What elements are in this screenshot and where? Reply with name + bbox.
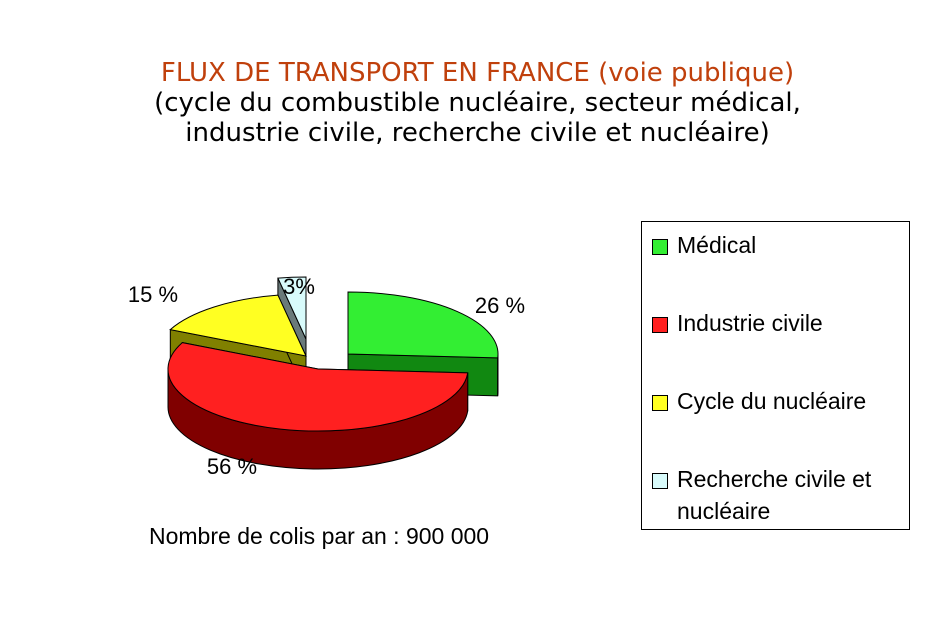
legend-swatch-recherche: [652, 473, 668, 489]
legend-swatch-cycle-nucleaire: [652, 395, 668, 411]
legend-swatch-industrie-civile: [652, 317, 668, 333]
legend-label-cycle-nucleaire: Cycle du nucléaire: [677, 388, 867, 414]
data-label-cycle-nucleaire: 15 %: [128, 282, 178, 307]
chart-legend: Médical Industrie civile Cycle du nucléa…: [641, 221, 910, 530]
chart-subtitle-line-1: (cycle du combustible nucléaire, secteur…: [154, 88, 801, 118]
pie-slice-top: [167, 342, 469, 432]
pie-slice-top: [277, 276, 307, 340]
legend-label-recherche-line-1: Recherche civile et: [677, 466, 872, 492]
pie-slice-top: [347, 291, 499, 359]
legend-label-medical: Médical: [677, 232, 757, 258]
legend-label-recherche: Recherche civile et nucléaire: [677, 463, 912, 527]
legend-label-recherche-line-2: nucléaire: [677, 498, 771, 524]
data-label-medical: 26 %: [475, 293, 525, 318]
pie-slice-top: [169, 294, 307, 357]
chart-title-block: FLUX DE TRANSPORT EN FRANCE (voie publiq…: [0, 58, 929, 148]
legend-swatch-medical: [652, 239, 668, 255]
pie-chart: 26 % 56 % 15 % 3%: [128, 274, 525, 479]
pie-slice-industrie-civile: [167, 341, 469, 470]
data-label-recherche: 3%: [283, 274, 315, 299]
legend-label-industrie-civile: Industrie civile: [677, 310, 823, 336]
data-label-industrie-civile: 56 %: [207, 454, 257, 479]
chart-subtitle-line-2: industrie civile, recherche civile et nu…: [185, 118, 770, 148]
package-count-note: Nombre de colis par an : 900 000: [149, 523, 490, 549]
chart-title: FLUX DE TRANSPORT EN FRANCE (voie publiq…: [160, 58, 795, 88]
